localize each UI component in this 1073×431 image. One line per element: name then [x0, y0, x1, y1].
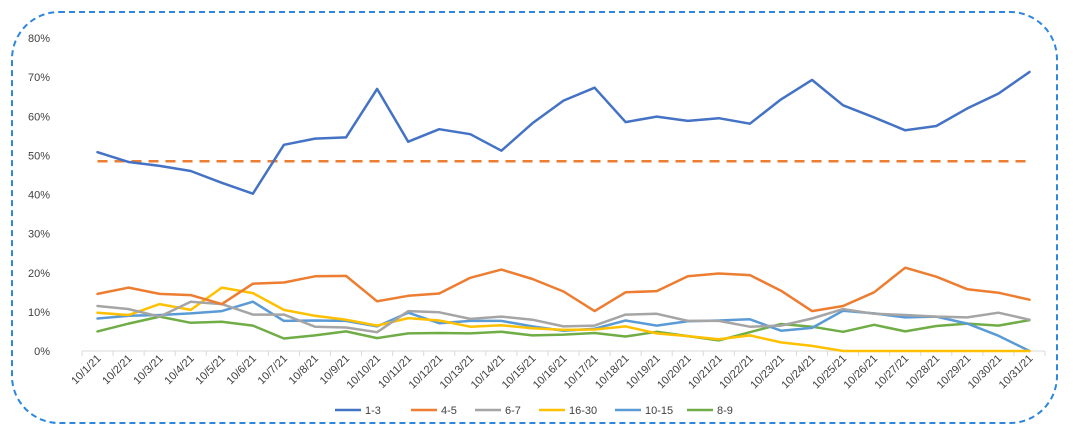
legend-item-6-7: 6-7: [475, 405, 521, 417]
legend-label: 10-15: [645, 405, 673, 417]
x-tick-label: 10/6/21: [225, 353, 259, 387]
y-tick-label: 80%: [28, 33, 50, 45]
x-tick-label: 10/8/21: [287, 353, 321, 387]
y-tick-label: 0%: [34, 346, 50, 358]
legend-label: 6-7: [505, 405, 521, 417]
x-tick-label: 10/4/21: [162, 353, 196, 387]
y-axis: 0% 10% 20% 30% 40% 50% 60% 70% 80%: [28, 33, 50, 358]
x-tick-label: 10/3/21: [131, 353, 165, 387]
legend-label: 4-5: [441, 405, 457, 417]
y-tick-label: 60%: [28, 111, 50, 123]
legend-item-16-30: 16-30: [539, 405, 597, 417]
legend-item-10-15: 10-15: [615, 405, 673, 417]
series-line-16-30: [96, 286, 1031, 353]
y-tick-label: 70%: [28, 72, 50, 84]
y-tick-label: 40%: [28, 190, 50, 202]
y-tick-label: 20%: [28, 268, 50, 280]
series-line-4-5: [96, 266, 1031, 313]
y-tick-label: 30%: [28, 229, 50, 241]
x-tick-label: 10/5/21: [193, 353, 227, 387]
legend-label: 16-30: [569, 405, 597, 417]
legend-item-1-3: 1-3: [335, 405, 381, 417]
legend-item-8-9: 8-9: [687, 405, 733, 417]
series-line-8-9: [96, 315, 1031, 342]
x-tick-label: 10/10/21: [344, 353, 383, 392]
legend-label: 8-9: [717, 405, 733, 417]
y-tick-label: 10%: [28, 307, 50, 319]
x-tick-label: 10/31/21: [997, 353, 1036, 392]
y-tick-label: 50%: [28, 150, 50, 162]
x-tick-label: 10/2/21: [100, 353, 134, 387]
x-axis: 10/1/2110/2/2110/3/2110/4/2110/5/2110/6/…: [69, 350, 1046, 392]
legend-label: 1-3: [365, 405, 381, 417]
chart-border: [11, 11, 1058, 424]
series-line-1-3: [96, 70, 1031, 195]
series-line-6-7: [96, 300, 1031, 334]
legend: 1-3 4-5 6-7 16-30 10-15 8-9: [335, 405, 733, 417]
legend-item-4-5: 4-5: [411, 405, 457, 417]
series-layer: [96, 70, 1031, 353]
x-tick-label: 10/1/21: [69, 353, 103, 387]
x-tick-label: 10/7/21: [256, 353, 290, 387]
